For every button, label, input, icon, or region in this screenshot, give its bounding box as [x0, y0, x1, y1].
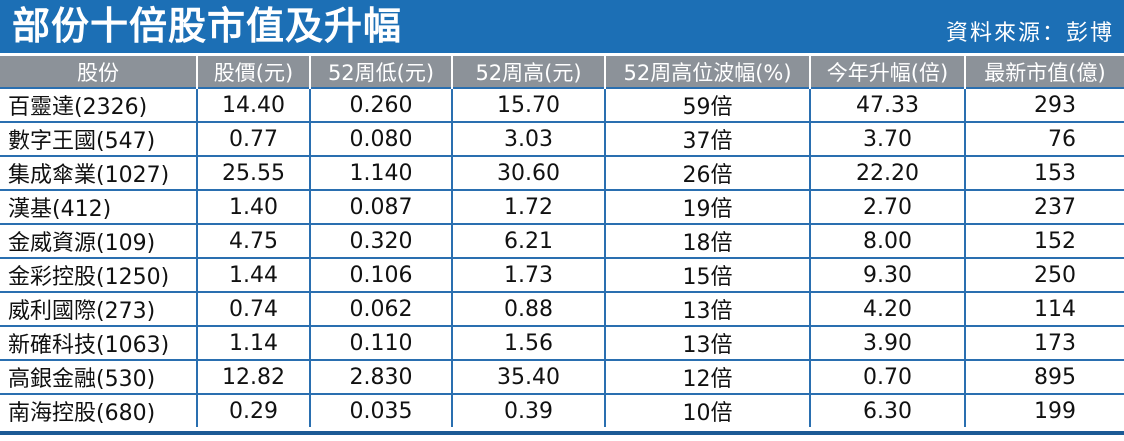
- table-row: 數字王國(547) 0.77 0.080 3.03 37倍 3.70 76: [0, 121, 1124, 156]
- cell: 9.30: [809, 257, 965, 292]
- cell: 0.087: [309, 189, 452, 224]
- cell: 1.44: [196, 257, 310, 292]
- cell: 76: [964, 121, 1124, 156]
- cell: 15.70: [451, 87, 605, 122]
- cell: 6.30: [809, 393, 965, 427]
- bottom-rule: [0, 431, 1124, 435]
- cell: 0.260: [309, 87, 452, 122]
- cell: 153: [964, 155, 1124, 190]
- cell: 13倍: [604, 291, 810, 326]
- title: 部份十倍股市值及升幅: [12, 4, 403, 48]
- column-header: 股份: [0, 56, 197, 88]
- cell: 114: [964, 291, 1124, 326]
- table-row: 威利國際(273) 0.74 0.062 0.88 13倍 4.20 114: [0, 291, 1124, 326]
- cell: 6.21: [451, 223, 605, 258]
- cell: 37倍: [604, 121, 810, 156]
- cell: 0.110: [309, 325, 452, 360]
- title-bar: 部份十倍股市值及升幅 資料來源：彭博: [0, 0, 1124, 53]
- table-row: 百靈達(2326) 14.40 0.260 15.70 59倍 47.33 293: [0, 87, 1124, 122]
- cell: 0.106: [309, 257, 452, 292]
- stock-name: 集成傘業(1027): [0, 155, 197, 190]
- cell: 2.830: [309, 359, 452, 394]
- column-header: 52周高位波幅(%): [604, 56, 810, 88]
- cell: 1.56: [451, 325, 605, 360]
- table-row: 漢基(412) 1.40 0.087 1.72 19倍 2.70 237: [0, 189, 1124, 224]
- cell: 12.82: [196, 359, 310, 394]
- cell: 18倍: [604, 223, 810, 258]
- cell: 0.320: [309, 223, 452, 258]
- cell: 2.70: [809, 189, 965, 224]
- cell: 26倍: [604, 155, 810, 190]
- cell: 8.00: [809, 223, 965, 258]
- table-row: 金彩控股(1250) 1.44 0.106 1.73 15倍 9.30 250: [0, 257, 1124, 292]
- cell: 293: [964, 87, 1124, 122]
- stock-name: 金威資源(109): [0, 223, 197, 258]
- cell: 3.90: [809, 325, 965, 360]
- cell: 152: [964, 223, 1124, 258]
- cell: 3.70: [809, 121, 965, 156]
- cell: 250: [964, 257, 1124, 292]
- header-row: 股份 股價(元) 52周低(元) 52周高(元) 52周高位波幅(%) 今年升幅(倍) 最新…: [0, 56, 1124, 88]
- stock-name: 數字王國(547): [0, 121, 197, 156]
- table-row: 金威資源(109) 4.75 0.320 6.21 18倍 8.00 152: [0, 223, 1124, 258]
- column-header: 最新市值(億): [964, 56, 1124, 88]
- table-row: 南海控股(680) 0.29 0.035 0.39 10倍 6.30 199: [0, 393, 1124, 427]
- table-row: 新確科技(1063) 1.14 0.110 1.56 13倍 3.90 173: [0, 325, 1124, 360]
- cell: 237: [964, 189, 1124, 224]
- cell: 14.40: [196, 87, 310, 122]
- cell: 10倍: [604, 393, 810, 427]
- table-row: 集成傘業(1027) 25.55 1.140 30.60 26倍 22.20 153: [0, 155, 1124, 190]
- cell: 25.55: [196, 155, 310, 190]
- cell: 4.75: [196, 223, 310, 258]
- cell: 13倍: [604, 325, 810, 360]
- cell: 1.140: [309, 155, 452, 190]
- cell: 22.20: [809, 155, 965, 190]
- column-header: 股價(元): [196, 56, 310, 88]
- table-row: 高銀金融(530) 12.82 2.830 35.40 12倍 0.70 895: [0, 359, 1124, 394]
- cell: 895: [964, 359, 1124, 394]
- cell: 173: [964, 325, 1124, 360]
- cell: 0.29: [196, 393, 310, 427]
- cell: 3.03: [451, 121, 605, 156]
- stock-name: 漢基(412): [0, 189, 197, 224]
- cell: 35.40: [451, 359, 605, 394]
- stock-name: 新確科技(1063): [0, 325, 197, 360]
- cell: 0.74: [196, 291, 310, 326]
- cell: 1.40: [196, 189, 310, 224]
- table-body: 百靈達(2326) 14.40 0.260 15.70 59倍 47.33 293 數字王國(…: [0, 87, 1124, 427]
- cell: 30.60: [451, 155, 605, 190]
- cell: 1.72: [451, 189, 605, 224]
- stock-name: 威利國際(273): [0, 291, 197, 326]
- cell: 0.080: [309, 121, 452, 156]
- cell: 1.73: [451, 257, 605, 292]
- cell: 0.70: [809, 359, 965, 394]
- column-header: 52周低(元): [309, 56, 452, 88]
- stock-name: 金彩控股(1250): [0, 257, 197, 292]
- data-table: 股份 股價(元) 52周低(元) 52周高(元) 52周高位波幅(%) 今年升幅(倍) 最新…: [0, 56, 1124, 427]
- cell: 4.20: [809, 291, 965, 326]
- cell: 59倍: [604, 87, 810, 122]
- cell: 0.035: [309, 393, 452, 427]
- source: 資料來源：彭博: [945, 21, 1114, 46]
- column-header: 今年升幅(倍): [809, 56, 965, 88]
- stock-name: 高銀金融(530): [0, 359, 197, 394]
- cell: 199: [964, 393, 1124, 427]
- cell: 19倍: [604, 189, 810, 224]
- column-header: 52周高(元): [451, 56, 605, 88]
- cell: 1.14: [196, 325, 310, 360]
- stock-name: 南海控股(680): [0, 393, 197, 427]
- cell: 0.77: [196, 121, 310, 156]
- cell: 15倍: [604, 257, 810, 292]
- cell: 0.88: [451, 291, 605, 326]
- stock-name: 百靈達(2326): [0, 87, 197, 122]
- cell: 47.33: [809, 87, 965, 122]
- cell: 0.062: [309, 291, 452, 326]
- cell: 0.39: [451, 393, 605, 427]
- cell: 12倍: [604, 359, 810, 394]
